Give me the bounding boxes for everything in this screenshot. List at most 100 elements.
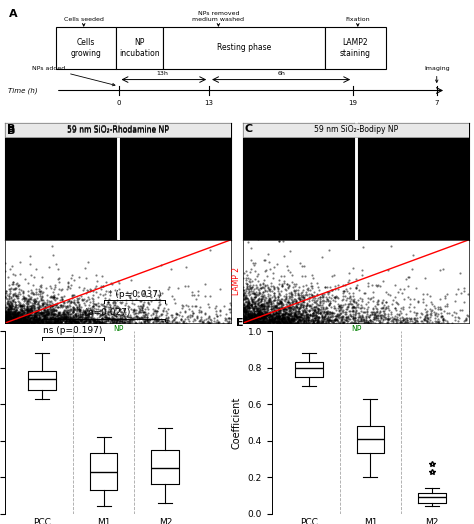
Point: [45, 317, 52, 325]
Point: [243, 315, 250, 323]
Point: [373, 281, 380, 289]
Point: [382, 298, 390, 307]
Point: [7, 312, 15, 321]
Point: [300, 313, 307, 322]
Point: [7, 312, 14, 320]
Point: [120, 315, 128, 323]
Point: [260, 318, 267, 326]
Point: [60, 305, 67, 314]
Point: [321, 305, 329, 313]
Point: [244, 312, 252, 321]
Point: [357, 316, 365, 324]
Point: [292, 286, 300, 294]
Point: [251, 315, 258, 324]
Point: [254, 304, 262, 312]
Point: [262, 314, 270, 322]
Point: [287, 308, 295, 316]
Point: [74, 295, 82, 303]
Point: [112, 303, 120, 311]
Point: [286, 307, 293, 315]
Point: [7, 298, 15, 307]
Point: [16, 318, 24, 326]
Point: [252, 307, 260, 315]
Point: [312, 302, 320, 310]
Point: [359, 308, 367, 316]
Point: [272, 302, 279, 311]
Point: [37, 309, 45, 318]
Point: [38, 316, 46, 324]
Point: [314, 309, 322, 317]
Point: [271, 284, 278, 292]
Point: [243, 315, 250, 323]
Point: [9, 318, 16, 326]
Point: [252, 316, 260, 324]
Point: [406, 315, 413, 324]
Point: [249, 314, 257, 322]
Point: [104, 316, 111, 324]
Point: [67, 317, 74, 325]
Point: [24, 312, 32, 321]
Point: [272, 310, 280, 319]
Point: [327, 315, 334, 324]
Point: [288, 315, 296, 324]
Point: [115, 317, 122, 325]
Point: [5, 315, 13, 324]
Point: [60, 298, 68, 307]
Point: [91, 318, 98, 326]
Point: [9, 285, 17, 293]
Point: [91, 314, 99, 323]
Point: [62, 314, 70, 323]
Point: [86, 303, 94, 312]
Point: [32, 311, 40, 319]
Point: [332, 311, 340, 320]
Point: [90, 297, 97, 305]
Point: [83, 286, 91, 294]
Point: [45, 310, 52, 319]
Point: [410, 295, 418, 303]
Point: [266, 311, 273, 319]
Point: [40, 300, 47, 309]
Point: [27, 318, 35, 326]
Point: [247, 312, 255, 320]
Point: [51, 319, 58, 327]
Point: [65, 319, 73, 327]
Point: [249, 313, 256, 321]
Point: [258, 317, 266, 325]
Point: [266, 310, 273, 318]
Point: [314, 317, 321, 325]
Point: [256, 319, 264, 327]
Point: [43, 311, 51, 319]
Point: [13, 310, 21, 318]
Point: [141, 308, 148, 316]
Point: [32, 311, 40, 319]
Point: [349, 264, 356, 272]
Point: [54, 303, 62, 311]
Point: [427, 307, 434, 315]
Point: [12, 306, 19, 314]
Point: [212, 307, 219, 315]
Point: [263, 306, 271, 314]
Point: [14, 290, 22, 298]
Point: [25, 311, 33, 320]
Point: [50, 313, 57, 321]
Point: [286, 319, 294, 327]
Point: [405, 303, 413, 311]
Point: [44, 299, 51, 308]
Point: [17, 310, 25, 318]
Point: [35, 315, 43, 324]
Point: [59, 314, 67, 323]
Point: [326, 307, 334, 315]
Point: [262, 267, 269, 275]
Point: [302, 318, 310, 326]
Point: [7, 308, 14, 316]
Point: [102, 316, 109, 325]
Point: [250, 310, 258, 319]
Point: [39, 296, 47, 304]
Point: [271, 293, 279, 301]
Point: [247, 292, 255, 301]
Point: [319, 318, 326, 326]
Point: [116, 316, 123, 324]
Point: [248, 311, 256, 320]
Point: [58, 295, 65, 303]
Point: [246, 284, 254, 292]
